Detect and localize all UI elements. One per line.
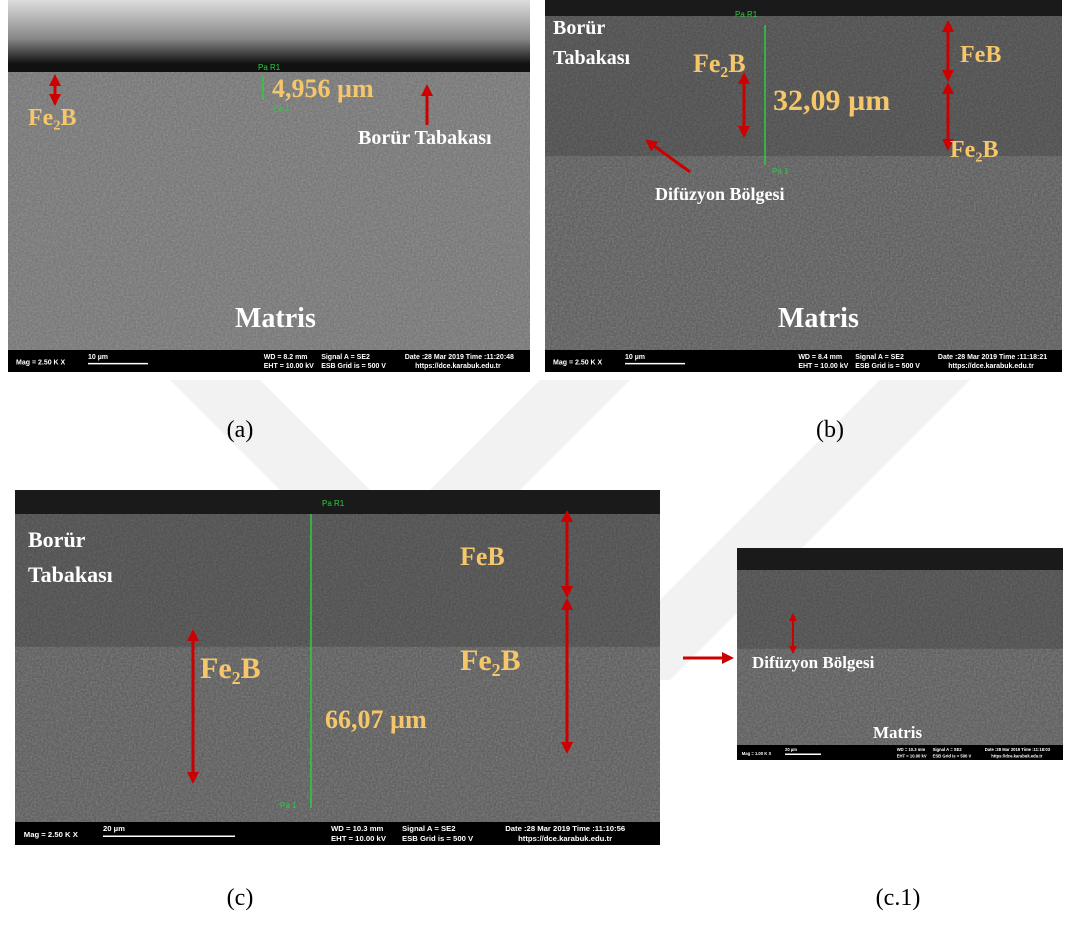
label: Difüzyon Bölgesi bbox=[752, 653, 875, 672]
marker: Pa R1 bbox=[322, 499, 345, 508]
info-text: Date :28 Mar 2019 Time :11:10:56 bbox=[505, 824, 625, 833]
info-text: EHT = 10.00 kV bbox=[798, 363, 848, 370]
caption: (b) bbox=[816, 417, 844, 443]
label: FeB bbox=[960, 42, 1001, 68]
label: 4,956 µm bbox=[272, 74, 374, 103]
crust bbox=[737, 548, 1063, 570]
info-text: 10 µm bbox=[88, 354, 108, 361]
info-text: 20 µm bbox=[785, 747, 797, 752]
label: Borür bbox=[28, 527, 86, 552]
info-text: ESB Grid is = 500 V bbox=[321, 363, 386, 370]
info-text: Signal A = SE2 bbox=[402, 824, 455, 833]
info-text: https://dce.karabuk.edu.tr bbox=[948, 363, 1034, 370]
info-text: ESB Grid is = 500 V bbox=[402, 834, 474, 843]
info-text: EHT = 10.00 kV bbox=[897, 753, 927, 758]
info-text: WD = 8.2 mm bbox=[264, 354, 308, 361]
crust bbox=[545, 0, 1062, 16]
label: Matris bbox=[873, 723, 922, 742]
marker: Pa R1 bbox=[735, 10, 758, 19]
label: Fe₂B bbox=[460, 644, 521, 677]
label: Fe₂B bbox=[693, 49, 746, 78]
label: Matris bbox=[235, 303, 316, 334]
label: 32,09 µm bbox=[773, 84, 890, 117]
info-text: https://dce.karabuk.edu.tr bbox=[991, 753, 1043, 758]
info-text: 20 µm bbox=[103, 824, 125, 833]
info-text: WD = 10.3 mm bbox=[331, 824, 384, 833]
info-text: Date :28 Mar 2019 Time :11:18:03 bbox=[985, 747, 1051, 752]
info-text: Mag = 1.00 K X bbox=[742, 751, 772, 756]
caption: (c.1) bbox=[876, 885, 921, 911]
info-text: EHT = 10.00 kV bbox=[331, 834, 387, 843]
label: Matris bbox=[778, 303, 859, 334]
label: Difüzyon Bölgesi bbox=[655, 184, 785, 204]
label: Borür bbox=[553, 17, 605, 39]
caption: (c) bbox=[227, 885, 254, 911]
info-text: WD = 10.3 mm bbox=[897, 747, 926, 752]
label: Tabakası bbox=[28, 562, 113, 587]
figure: Mag = 2.50 K X 10 µm WD = 8.2 mm EHT = 10.0… bbox=[0, 0, 1066, 944]
info-text: Mag = 2.50 K X bbox=[553, 359, 603, 366]
info-text: Mag = 2.50 K X bbox=[24, 830, 79, 839]
info-text: EHT = 10.00 kV bbox=[264, 363, 314, 370]
info-text: https://dce.karabuk.edu.tr bbox=[415, 363, 501, 370]
marker: Pa 1 bbox=[280, 801, 297, 810]
label: Fe₂B bbox=[200, 652, 261, 685]
info-text: ESB Grid is = 500 V bbox=[933, 753, 972, 758]
label: Fe₂B bbox=[950, 137, 999, 163]
info-text: ESB Grid is = 500 V bbox=[855, 363, 920, 370]
caption: (a) bbox=[227, 417, 254, 443]
info-text: Signal A = SE2 bbox=[321, 354, 370, 361]
label: Tabakası bbox=[553, 47, 631, 69]
info-text: Mag = 2.50 K X bbox=[16, 359, 66, 366]
info-text: Signal A = SE2 bbox=[933, 747, 963, 752]
info-text: Signal A = SE2 bbox=[855, 354, 904, 361]
label: Borür Tabakası bbox=[358, 127, 492, 149]
label: Fe₂B bbox=[28, 105, 77, 131]
marker: Pa 1 bbox=[772, 167, 789, 176]
label: 66,07 µm bbox=[325, 705, 427, 734]
info-text: 10 µm bbox=[625, 354, 645, 361]
info-text: Date :28 Mar 2019 Time :11:18:21 bbox=[938, 354, 1047, 361]
info-text: Date :28 Mar 2019 Time :11:20:48 bbox=[405, 354, 514, 361]
info-text: https://dce.karabuk.edu.tr bbox=[518, 834, 612, 843]
marker: Pa R1 bbox=[258, 63, 281, 72]
crust bbox=[8, 0, 530, 64]
layer bbox=[737, 570, 1063, 649]
info-text: WD = 8.4 mm bbox=[798, 354, 842, 361]
marker: Pa 1 bbox=[273, 104, 290, 113]
label: FeB bbox=[460, 542, 505, 571]
